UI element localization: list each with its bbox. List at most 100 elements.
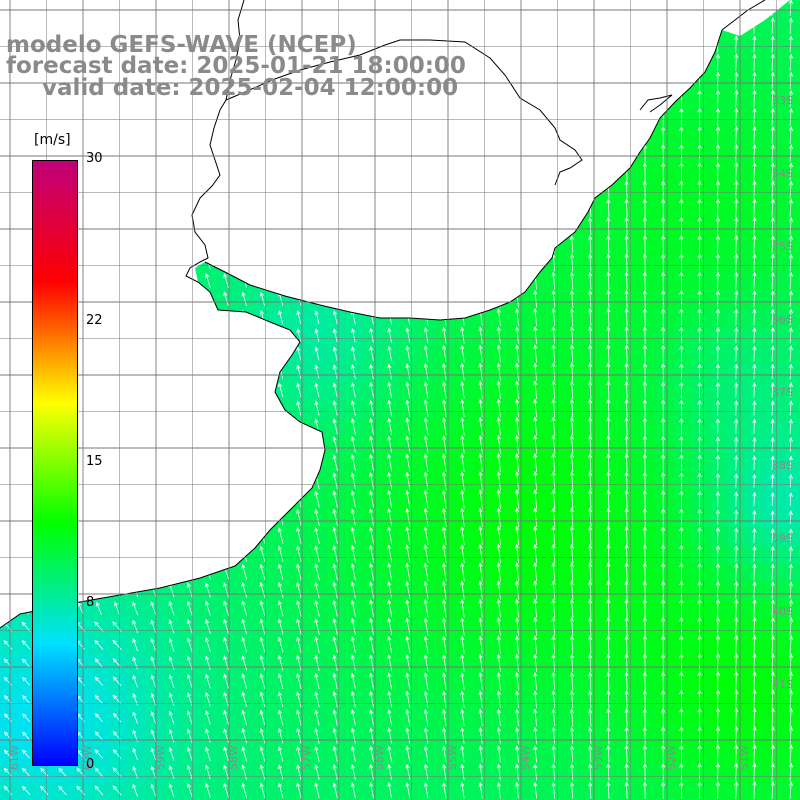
- wind-cell: [782, 728, 800, 747]
- wind-arrow: [277, 545, 284, 562]
- wind-cell: [273, 364, 292, 383]
- wind-arrow: [569, 362, 574, 381]
- wind-cell: [309, 509, 329, 529]
- wind-arrow: [150, 127, 157, 143]
- wind-cell: [618, 236, 638, 256]
- wind-cell: [200, 509, 219, 529]
- wind-cell: [327, 691, 347, 711]
- wind-arrow: [369, 345, 374, 361]
- wind-arrow: [606, 362, 611, 381]
- wind-cell: [709, 182, 729, 201]
- wind-cell: [709, 218, 729, 238]
- wind-cell: [273, 127, 292, 147]
- wind-cell: [600, 291, 620, 310]
- wind-arrow: [478, 199, 483, 217]
- wind-arrow: [715, 634, 720, 655]
- wind-arrow: [223, 618, 229, 635]
- wind-cell: [764, 72, 784, 92]
- wind-cell: [600, 0, 620, 19]
- wind-cell: [418, 418, 438, 438]
- wind-cell: [291, 200, 310, 219]
- wind-cell: [491, 418, 511, 438]
- wind-cell: [382, 400, 401, 420]
- wind-cell: [273, 564, 292, 583]
- wind-cell: [618, 72, 638, 92]
- wind-arrow: [423, 344, 429, 362]
- wind-cell: [673, 673, 693, 693]
- wind-cell: [546, 163, 565, 183]
- wind-arrow: [752, 744, 757, 764]
- wind-arrow: [697, 508, 702, 526]
- wind-arrow: [350, 544, 356, 563]
- wind-arrow: [296, 636, 302, 653]
- wind-cell: [728, 382, 747, 401]
- wind-cell: [364, 473, 383, 492]
- wind-cell: [746, 564, 765, 583]
- wind-arrow: [551, 144, 556, 162]
- wind-arrow: [715, 271, 720, 290]
- wind-arrow: [569, 671, 574, 691]
- wind-cell: [564, 200, 583, 219]
- wind-cell: [582, 91, 602, 110]
- wind-arrow: [697, 417, 702, 435]
- wind-cell: [163, 400, 183, 420]
- wind-arrow: [788, 725, 794, 746]
- wind-arrow: [168, 400, 175, 416]
- wind-arrow: [168, 145, 175, 161]
- wind-arrow: [332, 400, 338, 416]
- wind-cell: [345, 764, 365, 784]
- wind-cell: [127, 218, 147, 238]
- wind-cell: [782, 509, 800, 529]
- wind-cell: [764, 582, 784, 602]
- wind-arrow: [624, 398, 629, 418]
- wind-arrow: [277, 527, 284, 544]
- wind-cell: [327, 400, 347, 420]
- wind-cell: [182, 782, 201, 800]
- wind-cell: [273, 582, 292, 602]
- wind-cell: [91, 782, 110, 800]
- wind-cell: [182, 582, 201, 602]
- wind-arrow: [752, 616, 757, 636]
- wind-arrow: [186, 473, 193, 489]
- wind-cell: [527, 291, 547, 310]
- wind-cell: [491, 764, 511, 784]
- wind-cell: [418, 691, 438, 711]
- wind-cell: [509, 618, 529, 638]
- wind-arrow: [587, 489, 593, 509]
- wind-arrow: [715, 580, 720, 600]
- wind-cell: [127, 618, 147, 638]
- wind-cell: [709, 127, 729, 147]
- wind-cell: [473, 436, 492, 456]
- wind-cell: [382, 637, 401, 656]
- wind-arrow: [661, 762, 666, 782]
- wind-arrow: [551, 580, 556, 600]
- wind-arrow: [205, 200, 211, 216]
- wind-arrow: [205, 691, 211, 707]
- wind-cell: [127, 182, 147, 201]
- wind-arrow: [332, 418, 338, 435]
- wind-cell: [163, 309, 183, 329]
- wind-cell: [527, 109, 547, 128]
- wind-arrow: [679, 71, 684, 90]
- wind-arrow: [332, 145, 338, 162]
- wind-cell: [145, 564, 165, 583]
- wind-cell: [200, 382, 219, 401]
- wind-cell: [618, 782, 638, 800]
- wind-arrow: [697, 271, 702, 290]
- wind-cell: [400, 746, 420, 765]
- wind-cell: [746, 273, 765, 292]
- wind-cell: [436, 655, 456, 674]
- wind-cell: [145, 764, 165, 784]
- wind-arrow: [186, 345, 193, 362]
- coastline-south: [0, 309, 326, 629]
- wind-cell: [236, 163, 256, 183]
- wind-cell: [673, 564, 693, 583]
- wind-arrow: [715, 418, 720, 435]
- wind-arrow: [441, 580, 447, 600]
- wind-cell: [145, 109, 165, 128]
- wind-cell: [637, 637, 656, 656]
- wind-cell: [382, 509, 401, 529]
- wind-cell: [254, 691, 274, 711]
- wind-cell: [218, 436, 238, 456]
- wind-arrow: [314, 672, 320, 690]
